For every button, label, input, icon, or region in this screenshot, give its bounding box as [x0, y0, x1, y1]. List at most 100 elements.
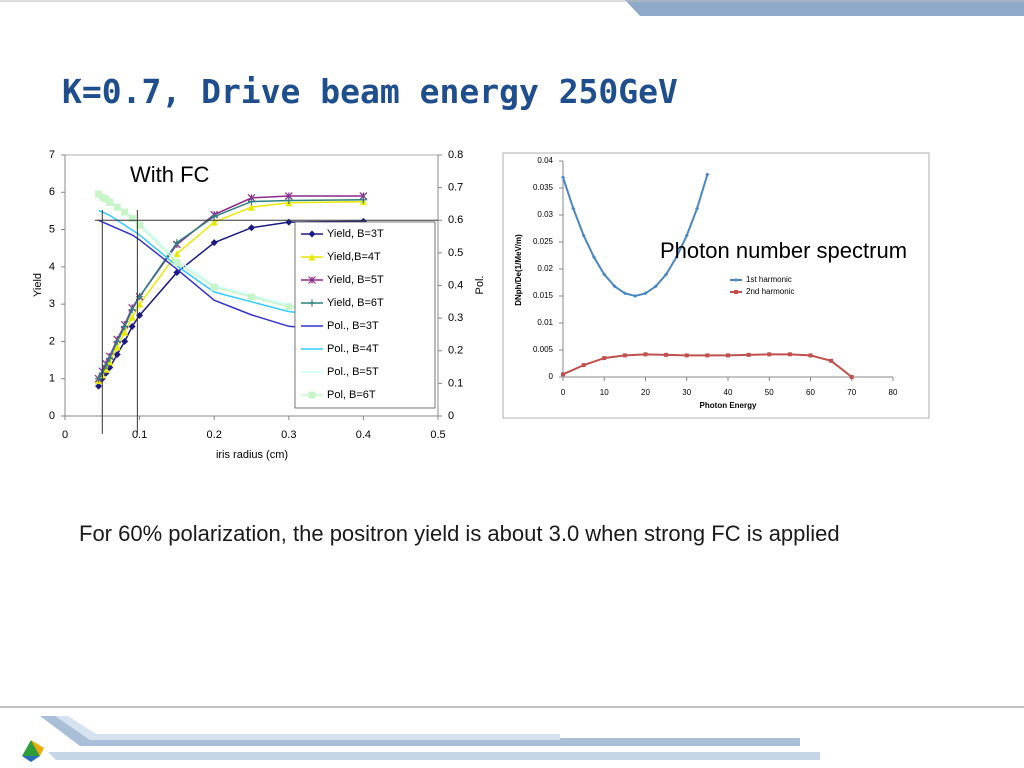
x-tick-label: 10: [600, 388, 609, 397]
marker: [829, 358, 834, 363]
marker: [581, 363, 586, 368]
marker: [746, 352, 751, 357]
y-tick-label: 0.025: [533, 237, 554, 246]
marker: [248, 198, 255, 206]
marker: [643, 352, 648, 357]
marker: [128, 313, 136, 321]
marker: [643, 291, 648, 296]
top-bar: [625, 0, 1024, 16]
footer-band-light: [55, 716, 560, 740]
marker: [113, 350, 121, 358]
x-tick-label: 40: [724, 388, 733, 397]
legend-label: 1st harmonic: [746, 275, 792, 284]
marker: [664, 352, 669, 357]
marker: [136, 221, 144, 229]
y-tick-label: 6: [49, 186, 55, 198]
marker: [173, 250, 181, 258]
x-tick-label: 0.3: [281, 429, 296, 441]
y-tick-label: 0.03: [537, 210, 553, 219]
marker: [591, 255, 596, 260]
marker: [106, 198, 114, 206]
y-tick-label: 0.04: [537, 156, 553, 165]
marker: [248, 224, 255, 232]
marker: [705, 353, 710, 358]
logo-green: [22, 740, 40, 756]
y2-axis-title: Pol.: [474, 276, 486, 295]
marker: [210, 239, 218, 247]
marker: [121, 208, 129, 216]
series-line: [98, 209, 364, 319]
y2-tick-label: 0.2: [448, 345, 463, 357]
y-tick-label: 0.015: [533, 291, 554, 300]
marker: [128, 323, 136, 331]
marker: [173, 239, 181, 247]
y-tick-label: 7: [49, 149, 55, 161]
marker: [726, 353, 730, 358]
x-tick-label: 0.2: [207, 429, 222, 441]
marker: [695, 206, 700, 211]
marker: [734, 278, 738, 282]
marker: [705, 172, 710, 177]
x-tick-label: 0.4: [356, 429, 371, 441]
x-tick-label: 20: [641, 388, 650, 397]
marker: [121, 323, 129, 331]
marker: [622, 291, 627, 296]
logo-orange: [31, 740, 44, 756]
marker: [102, 195, 110, 203]
marker: [612, 284, 617, 289]
y2-tick-label: 0.3: [448, 312, 463, 324]
y-tick-label: 0.035: [533, 183, 554, 192]
chart-frame: [502, 152, 930, 419]
legend-box: [294, 221, 436, 409]
logo-blue: [22, 756, 40, 762]
marker: [285, 196, 293, 204]
slide-title: K=0.7, Drive beam energy 250GeV: [62, 72, 678, 111]
marker: [674, 255, 679, 260]
x-tick-label: 0: [561, 388, 566, 397]
chart: 0 10 20 30 40 50 60 70 80 0 0.005 0.01 0.015 0.02 0.02…: [502, 152, 930, 419]
y-tick-label: 0.02: [537, 264, 553, 273]
x-tick-label: 80: [889, 388, 898, 397]
y-tick-label: 3: [49, 298, 55, 310]
y-tick-label: 0: [49, 410, 55, 422]
marker: [767, 352, 772, 357]
marker: [684, 233, 689, 238]
marker: [210, 213, 218, 221]
marker: [106, 354, 114, 362]
marker: [95, 375, 103, 383]
legend-label: Yield,B=4T: [327, 251, 381, 263]
marker: [602, 272, 607, 277]
marker: [248, 203, 255, 211]
footer-band-low: [48, 752, 820, 760]
marker: [787, 352, 792, 357]
y-tick-label: 0.005: [533, 345, 554, 354]
y-tick-label: 4: [49, 261, 55, 273]
marker: [359, 196, 367, 204]
chart: 0 0.1 0.2 0.3 0.4 0.50123456700.10.20.30.40.5…: [32, 149, 486, 461]
marker: [113, 203, 121, 211]
marker: [633, 294, 638, 298]
x-tick-label: 50: [765, 388, 774, 397]
legend-label: Yield, B=6T: [327, 297, 384, 309]
y2-tick-label: 0: [448, 410, 454, 422]
x-tick-label: 0: [62, 429, 68, 441]
marker: [734, 290, 738, 294]
marker: [121, 337, 129, 345]
body-text: For 60% polarization, the positron yield…: [79, 521, 840, 546]
marker: [308, 230, 316, 238]
marker: [98, 193, 106, 201]
x-tick-label: 30: [682, 388, 691, 397]
y2-tick-label: 0.4: [448, 279, 463, 291]
marker: [173, 259, 181, 267]
marker: [95, 190, 103, 198]
marker: [653, 284, 658, 289]
y-axis-title: Yield: [32, 273, 44, 297]
x-tick-label: 70: [847, 388, 856, 397]
marker: [622, 353, 627, 358]
y2-tick-label: 0.6: [448, 214, 463, 226]
marker: [102, 365, 110, 373]
marker: [808, 353, 813, 358]
marker: [602, 356, 607, 361]
